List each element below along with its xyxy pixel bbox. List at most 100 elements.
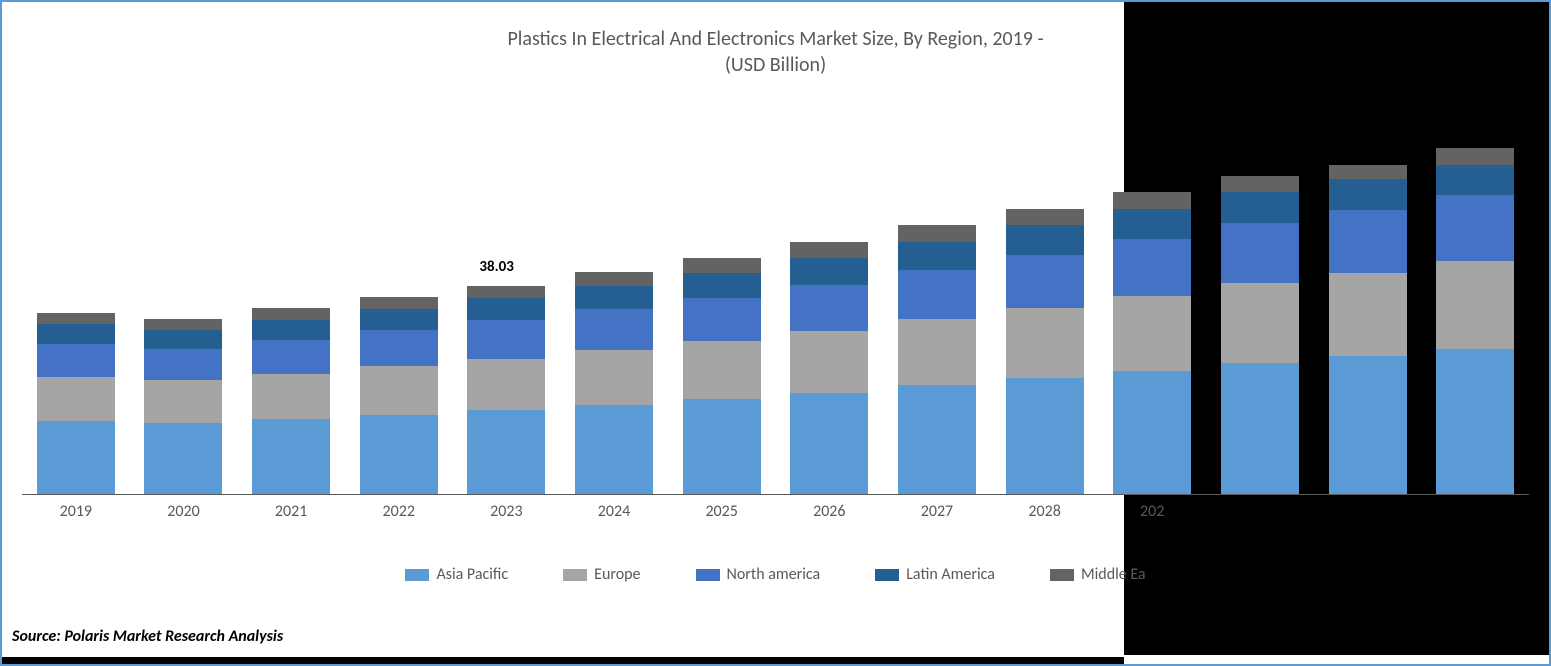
bar-segment-latin-america (1221, 192, 1299, 223)
bar-segment-middle-ea (683, 258, 761, 273)
bar-segment-latin-america (360, 309, 438, 330)
legend-swatch (696, 569, 720, 581)
legend-item: Middle Ea (1050, 565, 1146, 584)
bar-segment-middle-ea (1113, 192, 1191, 209)
bar-group (1006, 209, 1084, 495)
legend-swatch (405, 569, 429, 581)
x-axis-tick-label: 2019 (37, 502, 115, 521)
bar-segment-north-america (252, 340, 330, 374)
bar-segment-europe (144, 380, 222, 423)
bar-segment-north-america (1329, 210, 1407, 273)
legend-label: Middle Ea (1081, 565, 1146, 584)
x-axis-tick-label: 202 (1113, 502, 1191, 521)
bar-group (1221, 176, 1299, 495)
bottom-border-bar (2, 657, 1124, 664)
bar-segment-latin-america (467, 298, 545, 320)
x-axis-tick-label (1436, 502, 1514, 521)
chart-legend: Asia Pacific Europe North america Latin Ame… (2, 565, 1549, 584)
bar-segment-europe (898, 319, 976, 385)
bar-segment-middle-ea (1006, 209, 1084, 226)
legend-label: Europe (594, 565, 640, 584)
bar-segment-middle-ea (898, 225, 976, 242)
bar-segment-europe (575, 350, 653, 405)
bar-segment-north-america (898, 270, 976, 320)
bar-stack (360, 297, 438, 495)
bar-segment-middle-ea (575, 272, 653, 286)
bar-segment-middle-ea (790, 242, 868, 259)
bar-segment-north-america (1006, 255, 1084, 308)
bar-segment-middle-ea (467, 286, 545, 299)
bar-segment-latin-america (898, 242, 976, 270)
bar-group (1329, 165, 1407, 495)
chart-title-line2: (USD Billion) (2, 53, 1549, 77)
bar-segment-asia-pacific (252, 419, 330, 495)
bar-segment-asia-pacific (37, 421, 115, 495)
x-axis-tick-label: 2022 (360, 502, 438, 521)
bar-stack (790, 242, 868, 495)
bar-segment-middle-ea (37, 313, 115, 324)
x-axis-tick-label: 2024 (575, 502, 653, 521)
legend-item: Latin America (875, 565, 995, 584)
bar-segment-europe (1006, 308, 1084, 378)
legend-swatch (563, 569, 587, 581)
bar-segment-north-america (1221, 223, 1299, 283)
bar-segment-latin-america (575, 286, 653, 310)
bar-segment-latin-america (683, 273, 761, 298)
bar-segment-latin-america (1329, 179, 1407, 210)
bar-segment-asia-pacific (575, 405, 653, 495)
bar-data-label: 38.03 (479, 258, 513, 276)
bar-group (790, 242, 868, 495)
source-attribution: Source: Polaris Market Research Analysis (12, 627, 283, 646)
x-axis-tick-label: 2027 (898, 502, 976, 521)
bar-group (144, 319, 222, 495)
bar-segment-latin-america (1436, 165, 1514, 195)
bar-segment-asia-pacific (360, 415, 438, 495)
bar-group (575, 272, 653, 495)
legend-item: Asia Pacific (405, 565, 508, 584)
bar-segment-north-america (575, 309, 653, 350)
bar-stack (1113, 192, 1191, 495)
x-axis-tick-label (1329, 502, 1407, 521)
bar-stack (467, 286, 545, 495)
bar-series-container: 38.03 (22, 137, 1529, 495)
bar-segment-middle-ea (252, 308, 330, 320)
bar-segment-europe (360, 366, 438, 414)
bar-segment-north-america (467, 320, 545, 359)
bar-segment-north-america (1436, 195, 1514, 261)
bar-group (1113, 192, 1191, 495)
bar-segment-asia-pacific (1436, 349, 1514, 495)
bar-group (1436, 148, 1514, 495)
legend-swatch (1050, 569, 1074, 581)
bar-segment-middle-ea (1221, 176, 1299, 193)
bar-segment-europe (467, 359, 545, 410)
bar-segment-north-america (37, 344, 115, 377)
bar-segment-asia-pacific (467, 410, 545, 495)
bar-segment-asia-pacific (1329, 356, 1407, 495)
bar-stack (898, 225, 976, 495)
bar-segment-asia-pacific (144, 423, 222, 495)
bar-stack (252, 308, 330, 495)
bar-stack (1436, 148, 1514, 495)
bar-segment-north-america (683, 298, 761, 342)
bar-segment-latin-america (252, 320, 330, 340)
bar-segment-middle-ea (360, 297, 438, 309)
bar-segment-north-america (1113, 239, 1191, 295)
legend-swatch (875, 569, 899, 581)
bar-group (360, 297, 438, 495)
bar-stack (37, 313, 115, 495)
x-axis-line (22, 494, 1529, 495)
bar-segment-latin-america (37, 324, 115, 343)
bar-segment-europe (1329, 273, 1407, 357)
bar-segment-asia-pacific (1221, 363, 1299, 495)
bar-group (37, 313, 115, 495)
legend-label: Latin America (906, 565, 995, 584)
bar-group (898, 225, 976, 495)
bar-segment-latin-america (1006, 225, 1084, 255)
bar-stack (144, 319, 222, 495)
bar-group (683, 258, 761, 495)
bar-segment-europe (790, 331, 868, 393)
legend-label: North america (727, 565, 821, 584)
bar-segment-north-america (360, 330, 438, 366)
x-axis-tick-label: 2028 (1006, 502, 1084, 521)
bar-group: 38.03 (467, 286, 545, 495)
